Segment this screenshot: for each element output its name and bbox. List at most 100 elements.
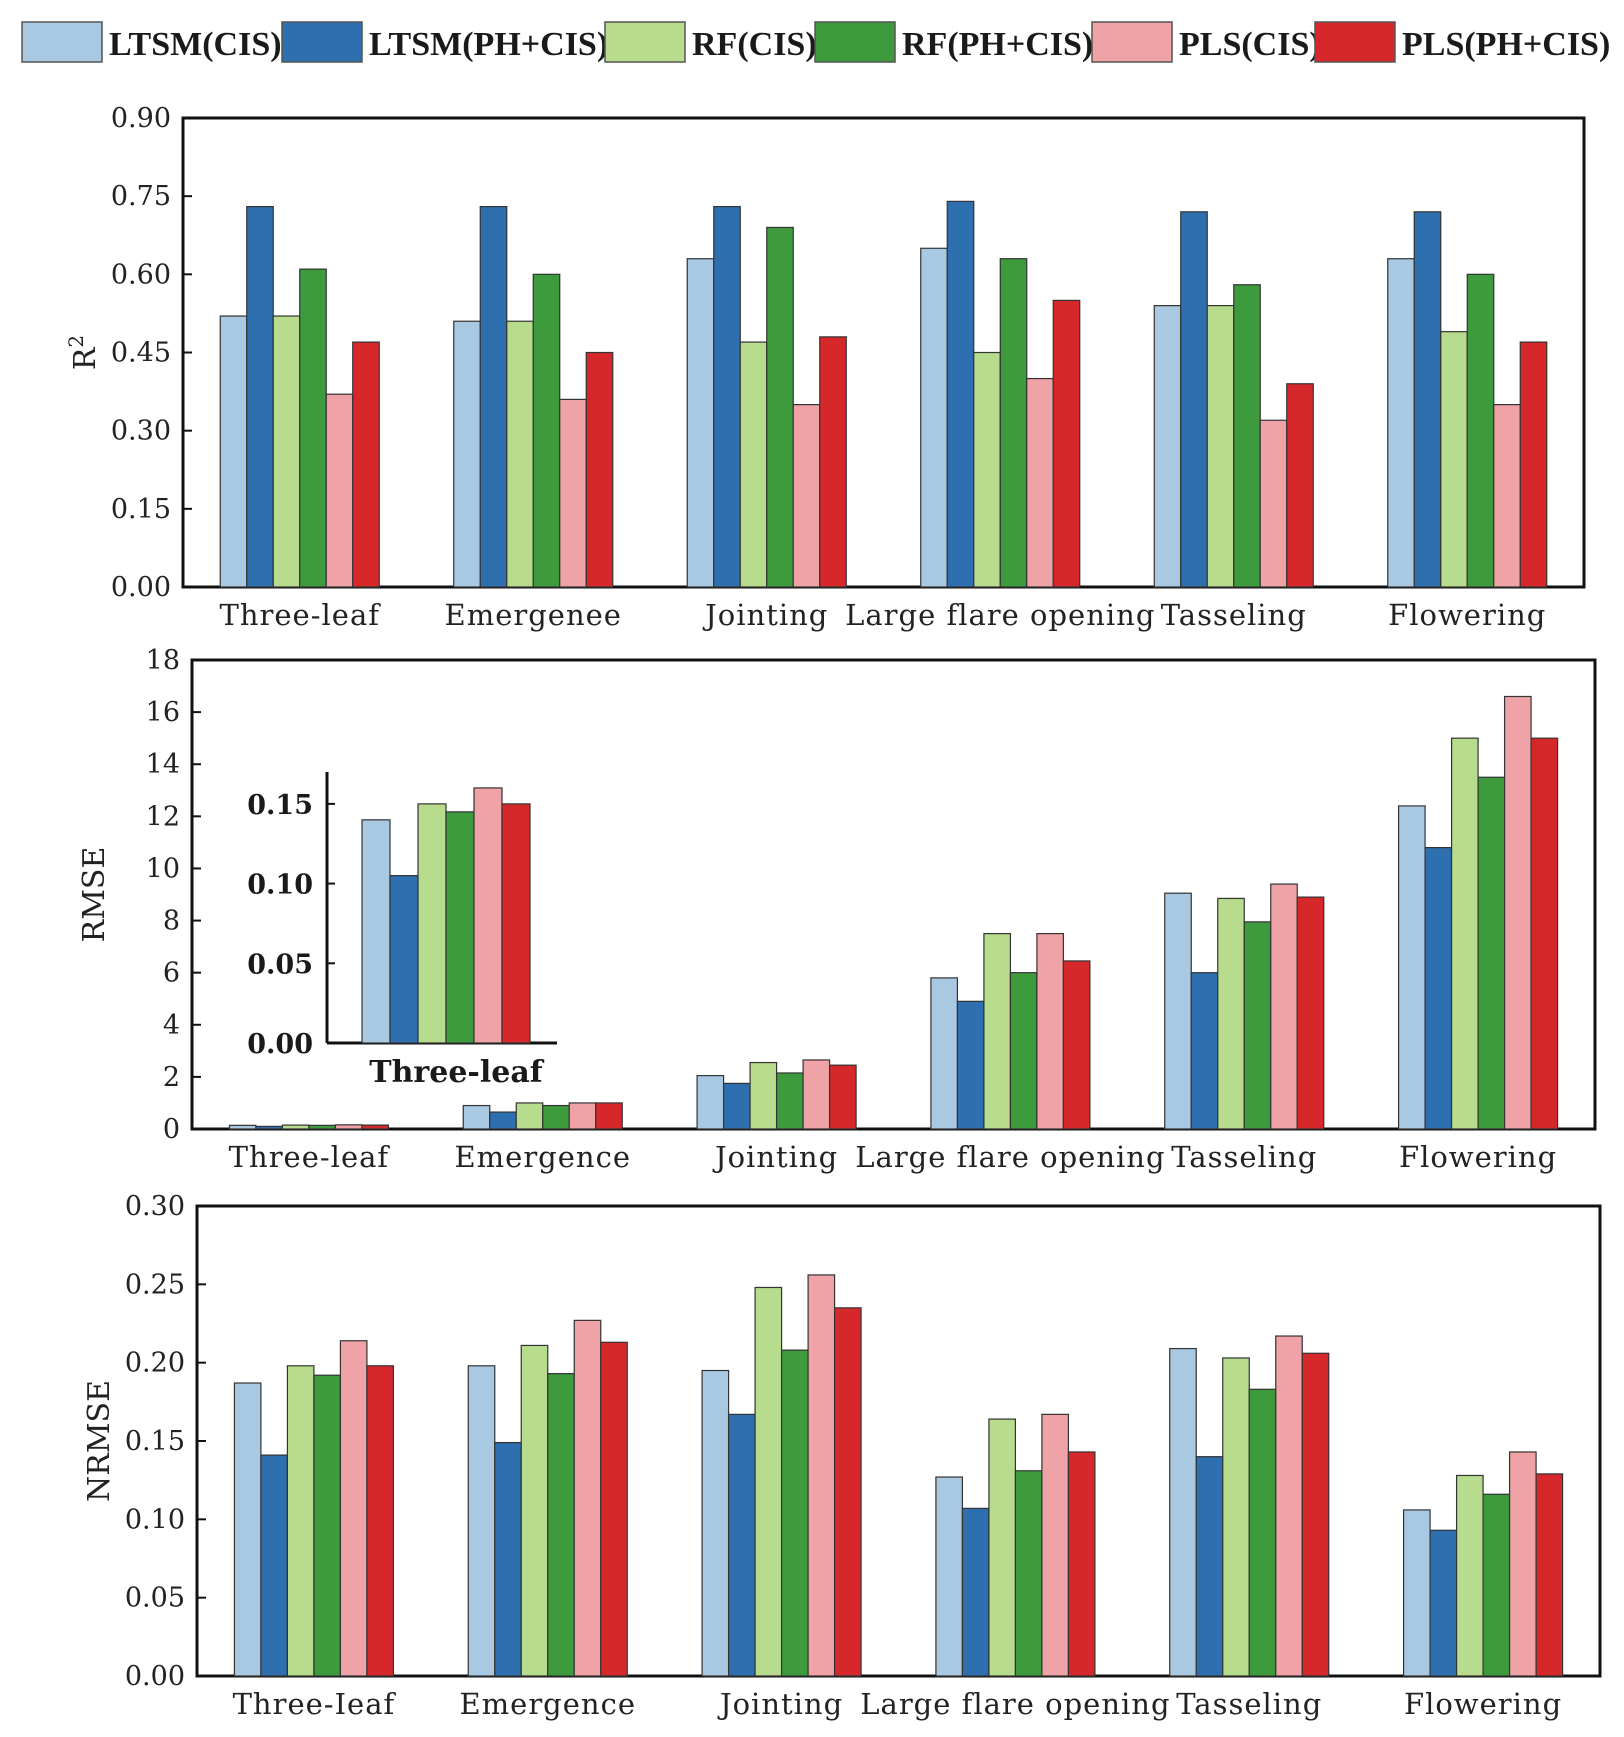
- r2-bar-tasseling-rf-ph-cis: [1233, 284, 1261, 588]
- r2-panel: 0.00 0.15 0.30 0.45 0.60 0.75 0.90 R2 Three-leaf…: [64, 103, 1586, 632]
- r2-bar-flowering-pls-cis: [1493, 404, 1521, 588]
- legend-swatch-ltsm-cis: [21, 21, 103, 63]
- nrmse-bar-three-ieaf-pls-cis: [339, 1340, 368, 1677]
- nrmse-bar-three-ieaf-rf-ph-cis: [313, 1374, 342, 1677]
- rmse-ytick-label: 14: [146, 749, 180, 780]
- rmse-bar-jointing-rf-cis: [749, 1061, 778, 1130]
- nrmse-bar-large-flare-opening-pls-ph-cis: [1067, 1451, 1096, 1677]
- rmse-ytick-label: 6: [163, 958, 180, 989]
- nrmse-bar-flowering-rf-ph-cis: [1482, 1493, 1511, 1677]
- legend-swatch-rf-cis: [604, 21, 686, 63]
- legend-label-pls-cis: PLS(CIS): [1179, 26, 1321, 63]
- nrmse-bar-tasseling-rf-cis: [1222, 1357, 1250, 1677]
- rmse-inset-bar-ltsm-cis: [361, 819, 391, 1044]
- rmse-bar-emergence-rf-ph-cis: [542, 1104, 570, 1130]
- r2-bar-emergenee-pls-cis: [559, 398, 587, 588]
- rmse-inset-ytick-label: 0.10: [247, 870, 313, 901]
- nrmse-bar-large-flare-opening-pls-cis: [1041, 1413, 1070, 1677]
- r2-bar-jointing-rf-cis: [739, 341, 768, 588]
- r2-plot-frame: [181, 116, 1586, 589]
- nrmse-ytick-label: 0.05: [125, 1583, 185, 1614]
- rmse-ytick-label: 8: [163, 906, 180, 937]
- r2-bar-jointing-ltsm-cis: [686, 258, 715, 588]
- rmse-bar-flowering-pls-ph-cis: [1530, 737, 1559, 1130]
- nrmse-bar-jointing-ltsm-cis: [701, 1369, 730, 1677]
- rmse-bar-flowering-rf-cis: [1450, 737, 1479, 1130]
- rmse-bar-jointing-rf-ph-cis: [775, 1072, 804, 1130]
- r2-bar-jointing-rf-ph-cis: [766, 226, 794, 588]
- r2-bar-tasseling-pls-cis: [1259, 419, 1288, 588]
- nrmse-bar-jointing-rf-ph-cis: [780, 1349, 809, 1677]
- r2-bar-large-flare-opening-pls-ph-cis: [1052, 299, 1081, 588]
- rmse-bar-three-leaf-rf-cis: [281, 1124, 310, 1130]
- r2-bar-three-leaf-rf-cis: [272, 315, 301, 588]
- nrmse-category-label: Tasseling: [1176, 1687, 1322, 1721]
- r2-ytick-label: 0.15: [111, 494, 171, 525]
- nrmse-ytick-label: 0.10: [125, 1504, 185, 1535]
- legend-swatch-ltsm-ph-cis: [281, 21, 363, 63]
- nrmse-bar-flowering-rf-cis: [1455, 1474, 1484, 1677]
- rmse-bar-flowering-ltsm-cis: [1397, 805, 1426, 1130]
- rmse-category-label: Flowering: [1399, 1140, 1557, 1174]
- nrmse-bar-emergence-pls-cis: [573, 1319, 602, 1677]
- nrmse-bar-tasseling-ltsm-cis: [1169, 1347, 1197, 1677]
- r2-ytick-label: 0.45: [111, 338, 171, 369]
- rmse-category-label: Tasseling: [1171, 1140, 1317, 1174]
- r2-ytick-label: 0.60: [111, 259, 171, 290]
- rmse-bar-three-leaf-rf-ph-cis: [308, 1124, 337, 1130]
- nrmse-panel: 0.00 0.05 0.10 0.15 0.20 0.25 0.30 NRMSE Three-I…: [82, 1191, 1602, 1721]
- rmse-bar-tasseling-pls-ph-cis: [1296, 896, 1325, 1130]
- rmse-ytick-label: 10: [146, 853, 180, 884]
- r2-ytick-label: 0.90: [111, 103, 171, 134]
- r2-bar-tasseling-rf-cis: [1206, 305, 1235, 588]
- nrmse-ylabel: NRMSE: [82, 1380, 117, 1502]
- rmse-bar-emergence-ltsm-ph-cis: [489, 1111, 517, 1130]
- nrmse-ytick-label: 0.30: [125, 1191, 185, 1222]
- rmse-category-label: Large flare opening: [855, 1140, 1165, 1174]
- r2-bar-three-leaf-rf-ph-cis: [299, 268, 327, 588]
- nrmse-ytick-label: 0.00: [125, 1661, 185, 1692]
- rmse-ytick-label: 16: [146, 697, 180, 728]
- nrmse-category-label: Large flare opening: [860, 1687, 1170, 1721]
- rmse-bar-jointing-ltsm-cis: [696, 1074, 725, 1130]
- legend-label-pls-ph-cis: PLS(PH+CIS): [1402, 26, 1610, 63]
- rmse-inset-bar-pls-cis: [473, 787, 503, 1044]
- legend-label-ltsm-cis: LTSM(CIS): [109, 26, 282, 63]
- legend: LTSM(CIS) LTSM(PH+CIS) RF(CIS) RF(PH+CIS) PL…: [21, 21, 1610, 63]
- legend-swatch-pls-cis: [1091, 21, 1173, 63]
- nrmse-bar-flowering-ltsm-cis: [1402, 1509, 1431, 1677]
- nrmse-bar-tasseling-pls-cis: [1275, 1335, 1303, 1677]
- r2-bar-large-flare-opening-ltsm-ph-cis: [946, 200, 975, 588]
- r2-bar-tasseling-ltsm-cis: [1153, 305, 1182, 588]
- nrmse-bar-emergence-rf-ph-cis: [547, 1373, 575, 1677]
- rmse-bar-large-flare-opening-ltsm-cis: [930, 977, 959, 1130]
- nrmse-bar-large-flare-opening-ltsm-cis: [935, 1476, 964, 1677]
- rmse-bar-large-flare-opening-ltsm-ph-cis: [956, 1000, 985, 1130]
- rmse-bar-jointing-pls-cis: [802, 1059, 831, 1130]
- r2-bar-three-leaf-pls-ph-cis: [352, 341, 380, 588]
- rmse-bar-large-flare-opening-pls-cis: [1036, 932, 1065, 1130]
- nrmse-bar-flowering-ltsm-ph-cis: [1429, 1529, 1458, 1677]
- rmse-bar-three-leaf-pls-ph-cis: [361, 1124, 390, 1130]
- r2-bar-three-leaf-ltsm-cis: [219, 315, 248, 588]
- rmse-ytick-label: 12: [146, 801, 180, 832]
- rmse-category-label: Three-leaf: [229, 1140, 391, 1174]
- r2-bar-flowering-rf-cis: [1440, 331, 1468, 588]
- r2-bar-flowering-rf-ph-cis: [1466, 273, 1495, 588]
- nrmse-ytick-label: 0.20: [125, 1348, 185, 1379]
- legend-swatch-rf-ph-cis: [814, 21, 896, 63]
- rmse-ytick-label: 18: [146, 645, 180, 676]
- rmse-inset-category-label: Three-leaf: [369, 1055, 544, 1090]
- r2-bar-emergenee-pls-ph-cis: [585, 351, 614, 588]
- r2-bar-flowering-ltsm-cis: [1387, 258, 1415, 588]
- r2-bar-three-leaf-ltsm-ph-cis: [246, 205, 274, 588]
- r2-bar-tasseling-pls-ph-cis: [1286, 383, 1314, 588]
- r2-bar-emergenee-rf-cis: [506, 320, 534, 588]
- nrmse-bar-large-flare-opening-rf-ph-cis: [1014, 1470, 1043, 1677]
- rmse-bar-emergence-ltsm-cis: [462, 1104, 491, 1130]
- rmse-bar-tasseling-ltsm-cis: [1164, 892, 1192, 1130]
- r2-category-label: Tasseling: [1161, 598, 1307, 632]
- nrmse-ytick-label: 0.25: [125, 1269, 185, 1300]
- nrmse-bar-large-flare-opening-ltsm-ph-cis: [961, 1507, 990, 1677]
